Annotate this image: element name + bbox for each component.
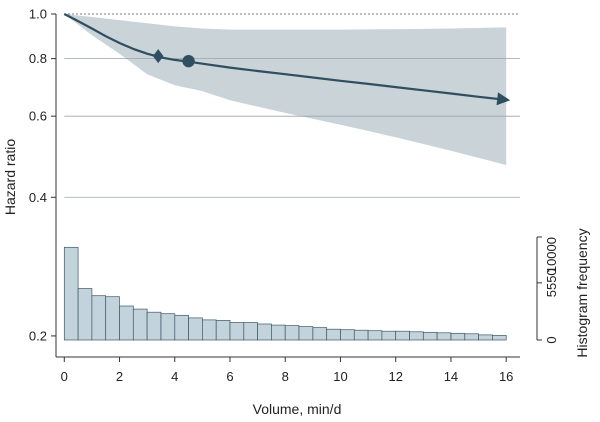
histogram-bar [160,313,176,341]
histogram-bar [174,314,189,341]
x-tick-label: 0 [61,369,68,384]
histogram-bar [422,331,438,341]
histogram-layer [63,246,507,341]
histogram-bar [450,332,466,341]
histogram-bar [77,288,93,341]
histogram-bar [146,311,162,341]
histogram-bar [119,305,134,341]
y2-tick-label: 0 [544,336,559,343]
histogram-bar [188,317,203,341]
histogram-bar [312,327,328,341]
confidence-band [64,14,507,165]
gridline-layer [64,13,520,198]
y2-axis-title: Histogram frequency [574,228,590,357]
x-tick-label: 12 [388,369,402,384]
histogram-bar [436,332,452,341]
y2-tick-label: 10000 [544,237,559,273]
histogram-bar [381,330,397,341]
histogram-bar [298,326,314,341]
histogram-bar [395,330,410,341]
diamond-marker [152,49,164,64]
x-axis-title: Volume, min/d [253,401,342,417]
y-tick-label: 0.6 [29,109,47,124]
x-tick-label: 8 [282,369,289,384]
x-tick-label: 6 [226,369,233,384]
histogram-bar [284,325,300,341]
y-axis-title: Hazard ratio [2,139,18,215]
y2-tick-label: 5550 [544,268,559,297]
y-tick-label: 0.4 [29,190,47,205]
x-tick-label: 2 [116,369,123,384]
y-tick-label: 1.0 [29,7,47,22]
curve-layer [63,13,511,106]
histogram-bar [492,335,507,341]
y-tick-label: 0.8 [29,51,47,66]
circle-marker [182,54,195,68]
hazard-ratio-curve [63,13,507,101]
histogram-bar [202,319,217,341]
histogram-bar [257,323,272,341]
histogram-bar [353,329,369,341]
histogram-bar [367,330,383,341]
histogram-bar [271,324,286,341]
histogram-bar [409,331,424,341]
y-tick-label: 0.2 [29,328,47,343]
x-tick-label: 14 [444,369,458,384]
x-tick-label: 16 [499,369,513,384]
histogram-bar [105,296,120,341]
histogram-bar [340,329,355,341]
histogram-bar [63,246,79,341]
histogram-bar [132,308,148,341]
histogram-bar [91,295,107,341]
x-tick-label: 4 [171,369,178,384]
histogram-bar [326,328,341,341]
histogram-bar [215,320,231,341]
axes-layer [51,13,542,362]
histogram-bar [464,333,479,341]
confidence-band-layer [64,14,507,165]
curve-arrowhead [496,92,511,106]
histogram-bar [229,322,245,341]
histogram-bar [243,322,258,341]
histogram-bar [478,334,493,341]
x-tick-label: 10 [333,369,347,384]
